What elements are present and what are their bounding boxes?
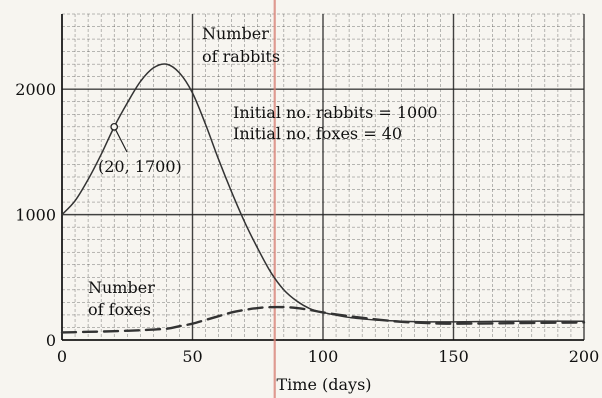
initial-foxes-note: Initial no. foxes = 40 <box>233 124 402 143</box>
foxes-curve <box>60 305 586 334</box>
major-grid <box>61 14 585 341</box>
y-tick-label-2000: 2000 <box>15 80 56 99</box>
x-axis-label: Time (days) <box>276 375 371 394</box>
data-point-marker <box>110 122 119 131</box>
x-tick-label-50: 50 <box>182 347 202 366</box>
rabbits-label-line2: of rabbits <box>202 47 280 66</box>
x-tick-label-0: 0 <box>57 347 67 366</box>
foxes-label-line2: of foxes <box>88 300 151 319</box>
point-label: (20, 1700) <box>98 157 182 176</box>
x-tick-label-100: 100 <box>308 347 339 366</box>
x-tick-labels: 0 50 100 150 200 <box>57 347 599 366</box>
series-layer <box>60 63 586 334</box>
y-tick-label-1000: 1000 <box>15 206 56 225</box>
y-tick-labels: 0 1000 2000 <box>15 80 56 350</box>
rabbits-label-line1: Number <box>202 24 269 43</box>
x-tick-label-200: 200 <box>569 347 600 366</box>
point-leader-line <box>113 126 128 153</box>
annotation-labels: Number of rabbits Initial no. rabbits = … <box>88 24 438 319</box>
initial-rabbits-note: Initial no. rabbits = 1000 <box>233 103 438 122</box>
x-tick-label-150: 150 <box>438 347 469 366</box>
y-tick-label-0: 0 <box>46 331 56 350</box>
foxes-label-line1: Number <box>88 278 155 297</box>
